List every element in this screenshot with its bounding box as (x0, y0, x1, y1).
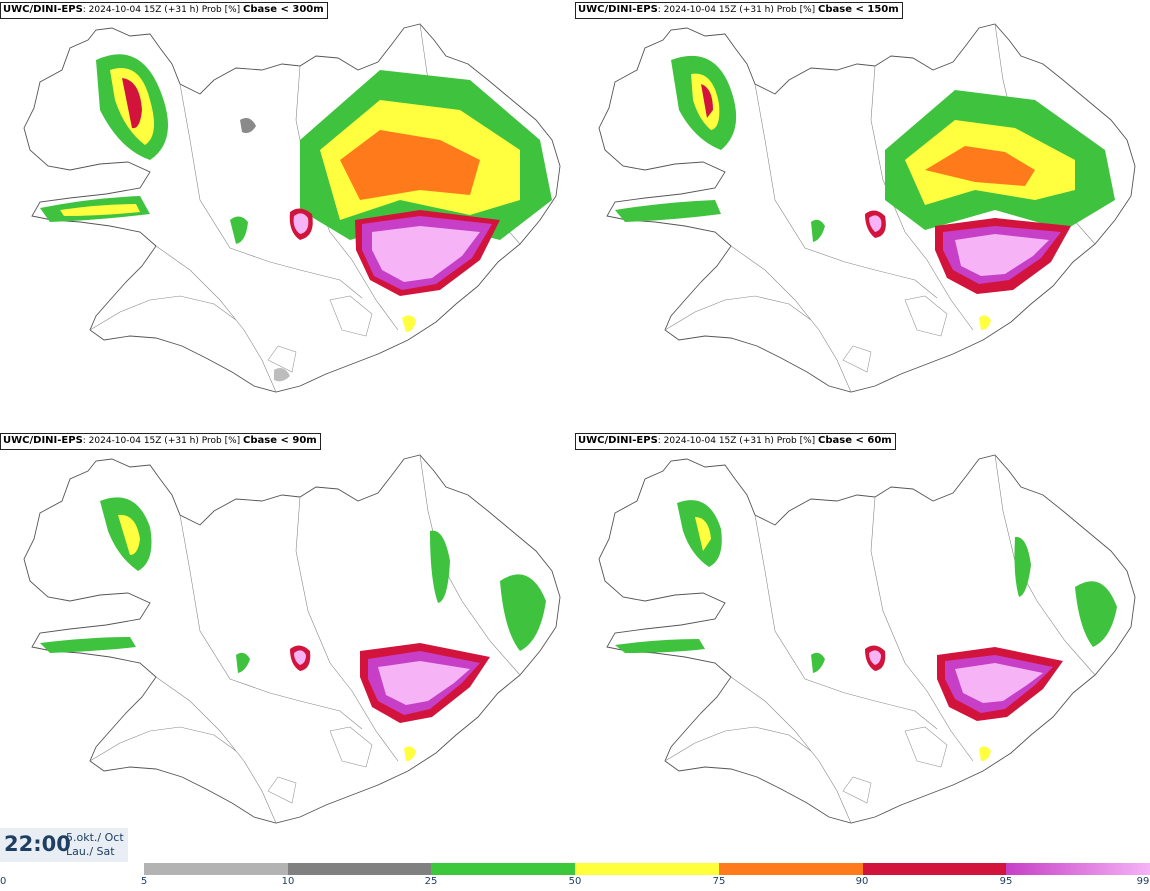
model-name: UWC/DINI-EPS (3, 4, 83, 15)
colorbar-segment (431, 863, 576, 875)
model-name: UWC/DINI-EPS (578, 435, 658, 446)
colorbar-tick: 10 (281, 876, 295, 887)
valid-date-line-2: Lau./ Sat (66, 845, 115, 858)
valid-date-line-1: 5.okt./ Oct (66, 831, 124, 844)
probability-colorbar (144, 863, 1150, 875)
run-info: : 2024-10-04 15Z (+31 h) Prob [%] (82, 436, 241, 446)
probability-map-1 (23, 23, 561, 393)
colorbar-segment (718, 863, 863, 875)
map-panel-1: UWC/DINI-EPS: 2024-10-04 15Z (+31 h) Pro… (0, 0, 575, 430)
parameter-label: Cbase < 90m (243, 435, 317, 446)
map-panel-4: UWC/DINI-EPS: 2024-10-04 15Z (+31 h) Pro… (575, 431, 1150, 861)
probability-map-2 (598, 23, 1136, 393)
run-info: : 2024-10-04 15Z (+31 h) Prob [%] (657, 5, 816, 15)
map-panel-3: UWC/DINI-EPS: 2024-10-04 15Z (+31 h) Pro… (0, 431, 575, 861)
model-name: UWC/DINI-EPS (578, 4, 658, 15)
valid-time-box: 22:00 5.okt./ Oct Lau./ Sat (0, 828, 128, 862)
colorbar-ticks: 0 5 10 25 50 75 90 95 99 (0, 876, 1150, 890)
colorbar-tick: 25 (424, 876, 438, 887)
model-name: UWC/DINI-EPS (3, 435, 83, 446)
colorbar-tick: 75 (712, 876, 726, 887)
panel-title-1: UWC/DINI-EPS: 2024-10-04 15Z (+31 h) Pro… (0, 2, 328, 19)
parameter-label: Cbase < 60m (818, 435, 892, 446)
run-info: : 2024-10-04 15Z (+31 h) Prob [%] (657, 436, 816, 446)
valid-time: 22:00 (4, 832, 71, 856)
colorbar-segment (144, 863, 288, 875)
probability-field (615, 500, 1117, 761)
colorbar-tick: 95 (999, 876, 1013, 887)
colorbar-tick: 90 (855, 876, 869, 887)
run-info: : 2024-10-04 15Z (+31 h) Prob [%] (82, 5, 241, 15)
panel-title-3: UWC/DINI-EPS: 2024-10-04 15Z (+31 h) Pro… (0, 433, 321, 450)
colorbar-segment (575, 863, 719, 875)
probability-field (615, 55, 1115, 330)
colorbar-tick: 5 (140, 876, 148, 887)
probability-map-3 (23, 454, 561, 824)
valid-date: 5.okt./ Oct Lau./ Sat (66, 831, 124, 859)
probability-field (40, 497, 546, 761)
parameter-label: Cbase < 150m (818, 4, 899, 15)
probability-field (40, 54, 552, 382)
panel-title-4: UWC/DINI-EPS: 2024-10-04 15Z (+31 h) Pro… (575, 433, 896, 450)
colorbar-segment (287, 863, 432, 875)
colorbar-segment (1006, 863, 1150, 875)
colorbar-segment (862, 863, 1007, 875)
map-panel-2: UWC/DINI-EPS: 2024-10-04 15Z (+31 h) Pro… (575, 0, 1150, 430)
probability-map-4 (598, 454, 1136, 824)
colorbar-tick: 50 (568, 876, 582, 887)
parameter-label: Cbase < 300m (243, 4, 324, 15)
colorbar-tick: 99 (1136, 876, 1150, 887)
colorbar-tick: 0 (0, 876, 7, 887)
panel-title-2: UWC/DINI-EPS: 2024-10-04 15Z (+31 h) Pro… (575, 2, 903, 19)
